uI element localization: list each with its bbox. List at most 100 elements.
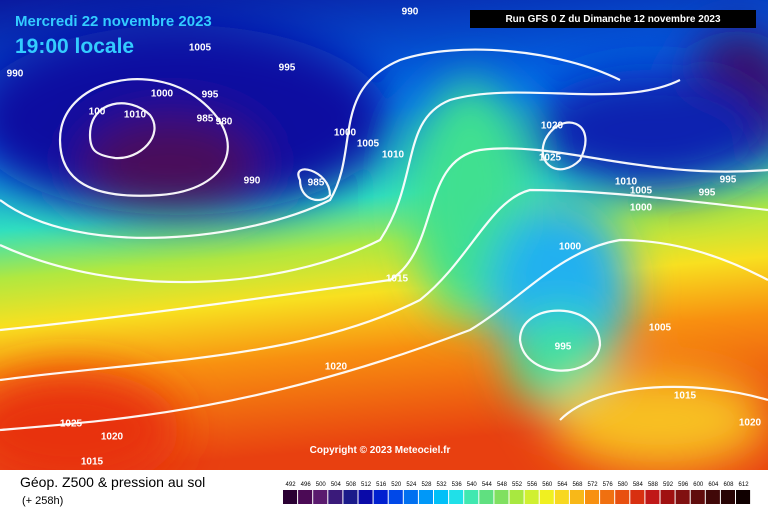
isobar-label: 1015 xyxy=(386,274,409,285)
isobar-label: 995 xyxy=(202,90,219,101)
legend-swatch xyxy=(675,490,690,504)
legend-value: 548 xyxy=(497,482,508,488)
legend-swatch xyxy=(736,490,751,504)
legend-swatch xyxy=(434,490,449,504)
isobar-label: 995 xyxy=(279,63,296,74)
isobar-label: 990 xyxy=(402,7,419,18)
map xyxy=(0,0,768,490)
legend-swatch xyxy=(554,490,569,504)
legend-value: 556 xyxy=(527,482,538,488)
footer-title: Géop. Z500 & pression au sol xyxy=(20,474,205,490)
legend-value: 600 xyxy=(693,482,704,488)
isobar-label: 990 xyxy=(244,176,261,187)
legend-swatch xyxy=(449,490,464,504)
isobar-label: 1000 xyxy=(559,242,582,253)
legend-value: 524 xyxy=(406,482,417,488)
legend-value: 496 xyxy=(301,482,312,488)
isobar-label: 1020 xyxy=(739,418,762,429)
legend-swatch xyxy=(539,490,554,504)
legend-value: 544 xyxy=(482,482,493,488)
legend-swatch xyxy=(343,490,358,504)
legend-swatch xyxy=(494,490,509,504)
legend-swatch xyxy=(298,490,313,504)
isobar-label: 1000 xyxy=(630,203,653,214)
isobar-label: 1005 xyxy=(630,186,653,197)
legend-swatch xyxy=(600,490,615,504)
legend-swatch xyxy=(569,490,584,504)
legend-value: 540 xyxy=(467,482,478,488)
isobar-label: 1000 xyxy=(334,128,357,139)
isobar-label: 1010 xyxy=(382,150,405,161)
legend-swatch xyxy=(358,490,373,504)
isobar-label: 1000 xyxy=(151,89,174,100)
isobar-label: 1025 xyxy=(60,419,83,430)
legend-value: 580 xyxy=(618,482,629,488)
legend-value: 560 xyxy=(542,482,553,488)
legend-swatch xyxy=(388,490,403,504)
legend-value: 520 xyxy=(391,482,402,488)
legend-value: 504 xyxy=(331,482,342,488)
isobar-label: 1010 xyxy=(124,110,147,121)
footer-subtitle: (+ 258h) xyxy=(22,495,63,507)
legend-value: 588 xyxy=(648,482,659,488)
legend-value: 584 xyxy=(633,482,644,488)
isobar-label: 1020 xyxy=(541,121,564,132)
legend-value: 536 xyxy=(452,482,463,488)
legend-swatch xyxy=(328,490,343,504)
date: Mercredi 22 novembre 2023 xyxy=(15,13,212,30)
isobar-label: 1010 xyxy=(615,177,638,188)
isobar-label: 1025 xyxy=(539,153,562,164)
legend-value: 568 xyxy=(572,482,583,488)
legend-swatch xyxy=(418,490,433,504)
isobar-label: 1020 xyxy=(325,362,348,373)
legend-value: 608 xyxy=(723,482,734,488)
isobar-label: 980 xyxy=(216,117,233,128)
copyright: Copyright © 2023 Meteociel.fr xyxy=(310,445,451,456)
legend-swatch xyxy=(615,490,630,504)
time: 19:00 locale xyxy=(15,35,134,58)
isobar-label: 1015 xyxy=(674,391,697,402)
legend-swatch xyxy=(645,490,660,504)
legend-value: 512 xyxy=(361,482,372,488)
isobar-label: 1015 xyxy=(81,457,104,468)
legend-value: 572 xyxy=(588,482,599,488)
legend-swatch xyxy=(630,490,645,504)
legend-value: 592 xyxy=(663,482,674,488)
legend-value: 508 xyxy=(346,482,357,488)
legend-swatch xyxy=(690,490,705,504)
isobar-label: 1005 xyxy=(357,139,380,150)
legend-value: 528 xyxy=(421,482,432,488)
isobar-label: 995 xyxy=(699,188,716,199)
legend-swatch xyxy=(373,490,388,504)
legend-value: 596 xyxy=(678,482,689,488)
isobar-label: 1020 xyxy=(101,432,124,443)
legend-value: 564 xyxy=(557,482,568,488)
legend-value: 552 xyxy=(512,482,523,488)
isobar-label: 1005 xyxy=(189,43,212,54)
isobar-label: 995 xyxy=(720,175,737,186)
isobar-label: 1005 xyxy=(649,323,672,334)
legend-swatch xyxy=(479,490,494,504)
legend-swatch xyxy=(464,490,479,504)
legend-value: 516 xyxy=(376,482,387,488)
legend-swatch xyxy=(524,490,539,504)
run-box xyxy=(470,10,756,28)
isobar-label: 995 xyxy=(555,342,572,353)
isobar-label: 990 xyxy=(7,69,24,80)
legend-swatch xyxy=(313,490,328,504)
legend-value: 612 xyxy=(739,482,750,488)
legend-value: 532 xyxy=(437,482,448,488)
legend-swatch xyxy=(585,490,600,504)
legend-value: 604 xyxy=(708,482,719,488)
legend-value: 492 xyxy=(286,482,297,488)
legend-swatch xyxy=(283,490,298,504)
isobar-label: 100 xyxy=(89,107,106,118)
legend-value: 576 xyxy=(603,482,614,488)
legend-swatch xyxy=(720,490,735,504)
legend-swatch xyxy=(660,490,675,504)
isobar-label: 985 xyxy=(308,178,325,189)
legend-swatch xyxy=(403,490,418,504)
legend-value: 500 xyxy=(316,482,327,488)
legend-swatch xyxy=(509,490,524,504)
